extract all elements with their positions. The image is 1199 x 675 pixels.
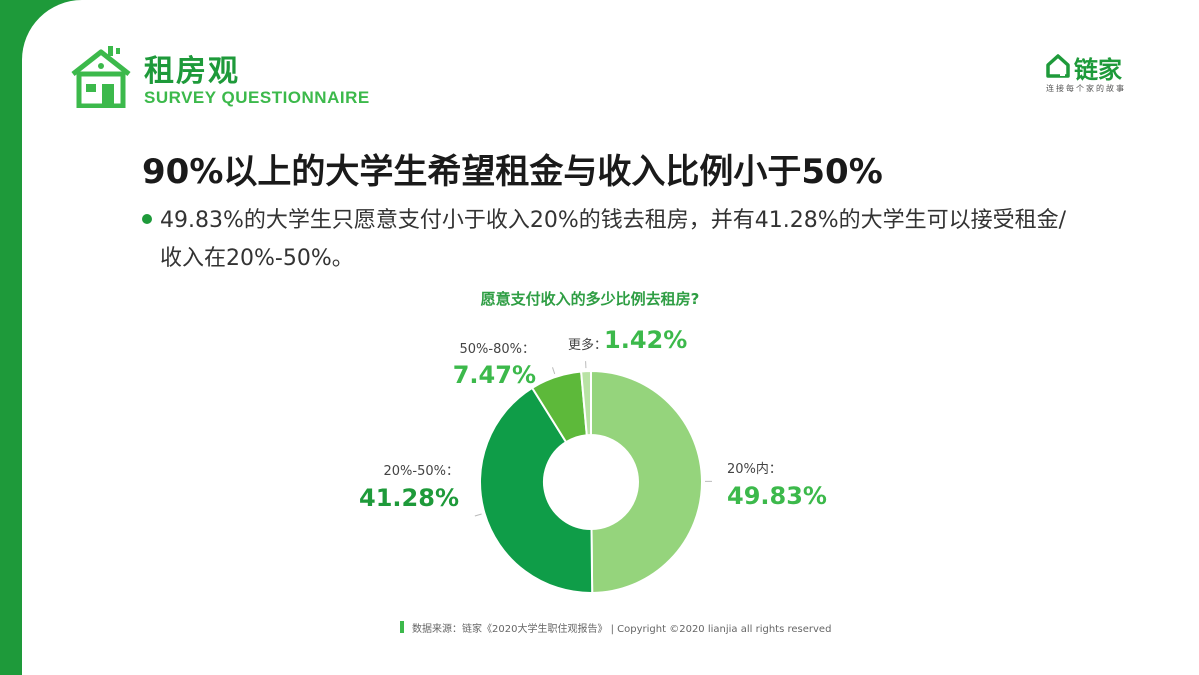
brand-logo[interactable]: 链家 连接每个家的故事 <box>1046 50 1146 100</box>
footer-source: 数据来源：链家《2020大学生职住观报告》 | Copyright ©2020 … <box>412 624 832 635</box>
header-title: 租房观 <box>144 54 240 89</box>
house-logo-icon <box>1046 54 1070 78</box>
frame-left-border <box>0 0 22 675</box>
slice-category-label: 20%-50%： <box>383 464 459 479</box>
slice-value-label: 41.28% <box>359 484 459 512</box>
bullet-icon <box>142 214 152 224</box>
slice-value-label: 7.47% <box>452 361 536 389</box>
bullet-text: 49.83%的大学生只愿意支付小于收入20%的钱去租房，并有41.28%的大学生… <box>160 208 1067 271</box>
house-icon <box>71 46 131 108</box>
brand-name: 链家 <box>1074 56 1122 84</box>
leader-line <box>552 367 556 375</box>
brand-tagline: 连接每个家的故事 <box>1046 84 1126 93</box>
slice-category-label: 50%-80%： <box>459 342 535 357</box>
slice-category-label: 更多： <box>568 338 608 353</box>
donut-slice <box>590 369 704 595</box>
chart-title: 愿意支付收入的多少比例去租房? <box>480 290 700 308</box>
page-headline: 90%以上的大学生希望租金与收入比例小于50% <box>142 152 883 192</box>
slice-value-label: 1.42% <box>604 326 688 354</box>
header-subtitle: SURVEY QUESTIONNAIRE <box>144 88 370 107</box>
leader-line <box>474 513 482 517</box>
slice-value-label: 49.83% <box>727 482 827 510</box>
slice-category-label: 20%内： <box>727 462 782 477</box>
footer-accent-bar <box>400 621 404 633</box>
donut-slice <box>580 369 592 437</box>
